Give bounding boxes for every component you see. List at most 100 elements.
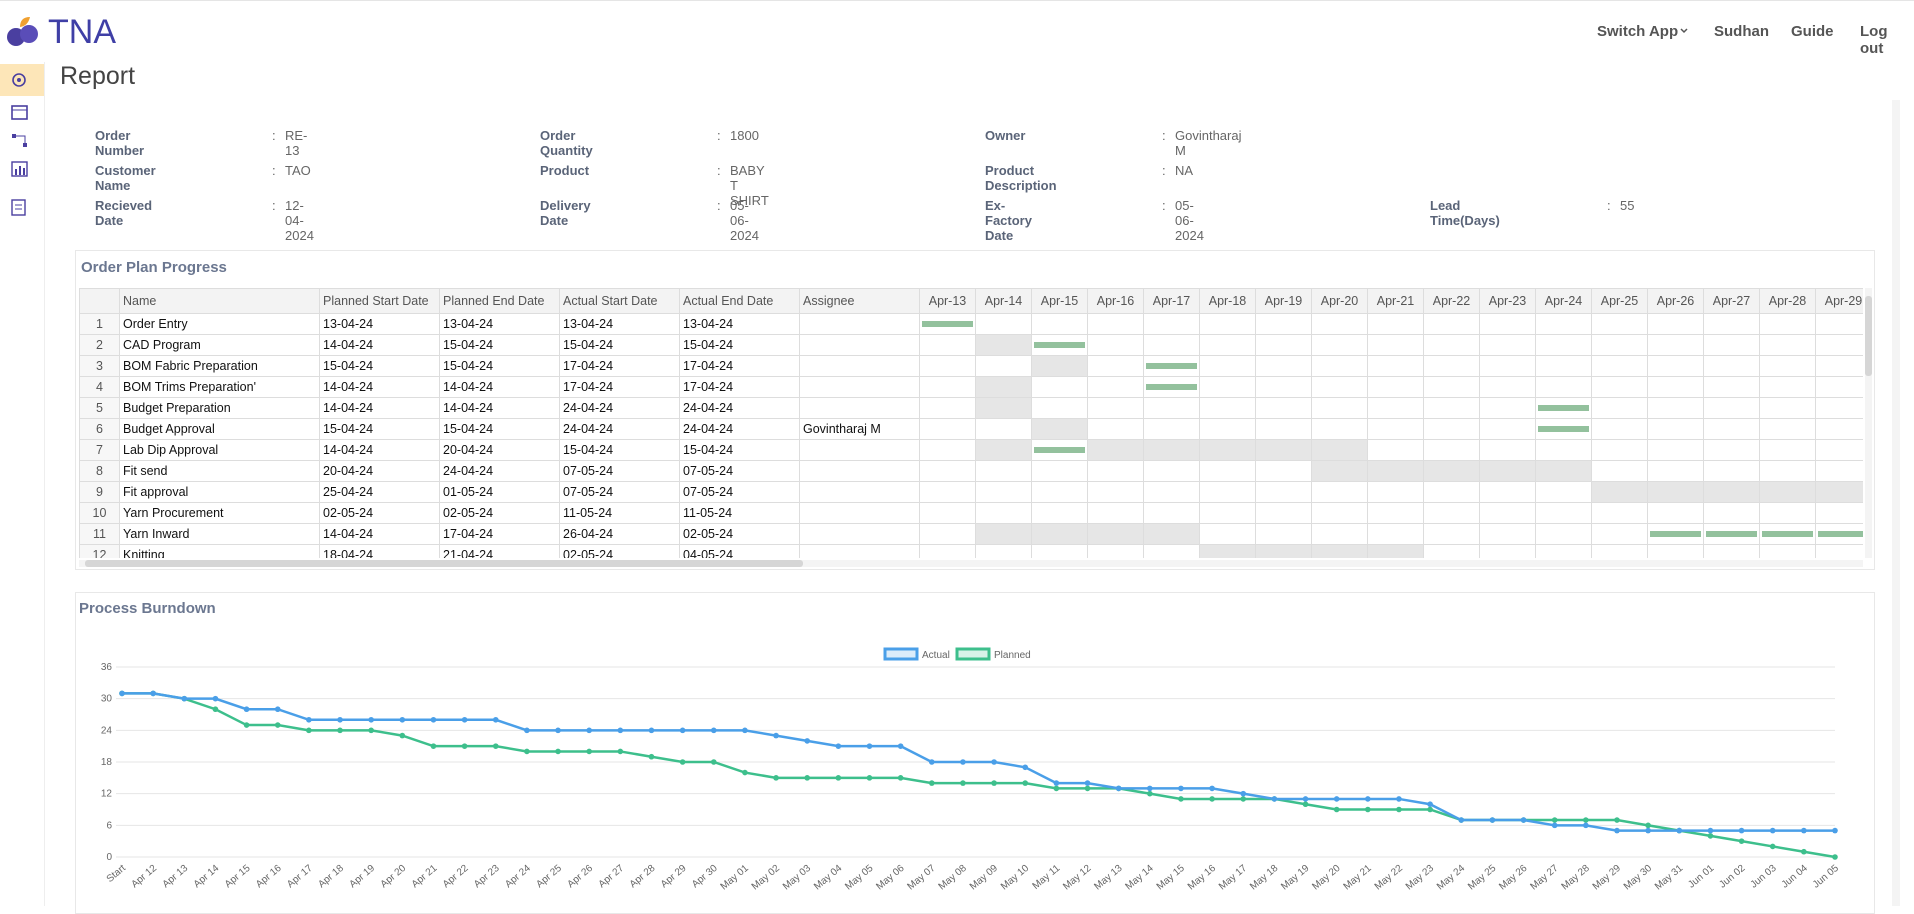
header-cell: Planned Start Date bbox=[319, 288, 440, 314]
h-scrollbar[interactable] bbox=[79, 560, 1863, 567]
x-tick-label: May 13 bbox=[1092, 863, 1125, 893]
x-tick-label: May 24 bbox=[1435, 863, 1468, 893]
nav-switch-app[interactable]: Switch App bbox=[1597, 23, 1690, 40]
x-tick-label: May 09 bbox=[968, 863, 1001, 893]
gantt-bar bbox=[1538, 405, 1589, 411]
x-tick-label: May 08 bbox=[937, 863, 970, 893]
field-label: Recieved Date bbox=[95, 198, 153, 228]
gantt-bar bbox=[1146, 384, 1197, 390]
y-tick-label: 0 bbox=[106, 852, 112, 863]
field-sep: : bbox=[1162, 163, 1166, 178]
data-point bbox=[1551, 817, 1558, 823]
data-point bbox=[897, 775, 904, 781]
gantt-cell bbox=[975, 334, 1032, 356]
data-point bbox=[1707, 827, 1714, 834]
nav-logout[interactable]: Log out bbox=[1860, 23, 1888, 57]
x-tick-label: Jun 05 bbox=[1811, 863, 1841, 891]
x-tick-label: May 28 bbox=[1560, 863, 1593, 893]
table-cell: 8 bbox=[79, 460, 120, 482]
table-cell: 24-04-24 bbox=[679, 397, 800, 419]
gantt-cell bbox=[1311, 439, 1368, 461]
plan-panel: Order Plan Progress Name Planned Start Da… bbox=[75, 250, 1875, 570]
v-scrollbar[interactable] bbox=[1865, 288, 1872, 558]
x-tick-label: May 03 bbox=[781, 863, 814, 893]
nav-user[interactable]: Sudhan bbox=[1714, 23, 1769, 40]
gantt-bar bbox=[1762, 531, 1813, 537]
data-point bbox=[1801, 827, 1807, 834]
x-tick-label: May 04 bbox=[812, 863, 845, 893]
gantt-bar bbox=[1146, 363, 1197, 369]
x-tick-label: May 25 bbox=[1466, 863, 1499, 893]
data-point bbox=[1583, 817, 1589, 823]
data-point bbox=[1396, 796, 1402, 802]
x-tick-label: Apr 28 bbox=[628, 863, 658, 891]
page-scrollbar[interactable] bbox=[1892, 100, 1900, 906]
data-point bbox=[1053, 785, 1060, 792]
data-point bbox=[679, 727, 686, 734]
data-point bbox=[960, 780, 966, 786]
date-header: Apr-28 bbox=[1759, 288, 1816, 314]
series-line bbox=[122, 692, 1835, 832]
x-tick-label: May 26 bbox=[1497, 863, 1530, 893]
field-value: RE-13 bbox=[285, 128, 308, 158]
table-cell: 17-04-24 bbox=[559, 376, 680, 398]
table-row: 3 BOM Fabric Preparation 15-04-24 15-04-24 1… bbox=[79, 355, 1863, 377]
field-value: BABY T SHIRT bbox=[730, 163, 769, 208]
data-point bbox=[274, 706, 281, 713]
table-row: 4 BOM Trims Preparation' 14-04-24 14-04-24 1… bbox=[79, 376, 1863, 398]
field-label: Product bbox=[540, 163, 590, 178]
date-header: Apr-23 bbox=[1479, 288, 1536, 314]
data-point bbox=[773, 732, 779, 739]
y-tick-label: 12 bbox=[101, 789, 113, 800]
data-point bbox=[492, 716, 499, 723]
x-tick-label: May 23 bbox=[1404, 863, 1437, 893]
v-thumb[interactable] bbox=[1865, 296, 1872, 376]
sidebar-icons[interactable] bbox=[10, 70, 32, 270]
table-cell: 3 bbox=[79, 355, 120, 377]
table-row: 1 Order Entry 13-04-24 13-04-24 13-04-24 13-0… bbox=[79, 313, 1863, 335]
table-row: 8 Fit send 20-04-24 24-04-24 07-05-24 07-05-2… bbox=[79, 460, 1863, 482]
field-sep: : bbox=[272, 128, 276, 143]
data-point bbox=[679, 759, 686, 765]
data-point bbox=[1614, 817, 1620, 823]
data-point bbox=[1583, 822, 1589, 829]
burndown-panel: Process Burndown bbox=[75, 592, 1875, 914]
legend-swatch bbox=[883, 647, 919, 661]
data-point bbox=[586, 727, 592, 734]
data-point bbox=[710, 727, 717, 734]
gantt-cell bbox=[1815, 544, 1863, 558]
table-cell: 15-04-24 bbox=[559, 334, 680, 356]
field-label: Order Quantity bbox=[540, 128, 593, 158]
data-point bbox=[1769, 843, 1776, 850]
x-tick-label: May 30 bbox=[1622, 863, 1655, 893]
x-tick-label: Apr 27 bbox=[597, 863, 627, 891]
data-point bbox=[1209, 796, 1215, 802]
data-point bbox=[710, 759, 717, 765]
nav-label: Switch App bbox=[1597, 23, 1679, 40]
gantt-cell bbox=[1143, 523, 1200, 545]
data-point bbox=[119, 690, 125, 697]
data-point bbox=[1365, 806, 1371, 813]
field-sep: : bbox=[717, 128, 721, 143]
table-cell: 10 bbox=[79, 502, 120, 524]
data-point bbox=[1832, 854, 1838, 860]
data-point bbox=[1302, 801, 1309, 808]
table-cell: 24-04-24 bbox=[559, 418, 680, 440]
table-row: 12 Knitting 18-04-24 21-04-24 02-05-24 04-05-… bbox=[79, 544, 1863, 558]
field-label: Ex-Factory Date bbox=[985, 198, 1032, 243]
field-label: Owner bbox=[985, 128, 1026, 143]
x-tick-label: May 31 bbox=[1653, 863, 1686, 893]
nav-guide[interactable]: Guide bbox=[1791, 23, 1834, 40]
gantt-cell bbox=[975, 523, 1032, 545]
table-cell: 4 bbox=[79, 376, 120, 398]
x-tick-label: May 20 bbox=[1310, 863, 1343, 893]
data-point bbox=[274, 722, 281, 728]
data-point bbox=[337, 727, 343, 734]
table-cell: 14-04-24 bbox=[319, 334, 440, 356]
data-point bbox=[835, 775, 842, 781]
field-value: 05-06-2024 bbox=[1175, 198, 1204, 243]
gantt-cell bbox=[1255, 544, 1312, 558]
data-point bbox=[1271, 796, 1278, 802]
h-thumb[interactable] bbox=[85, 560, 803, 567]
gantt-cell bbox=[1031, 355, 1088, 377]
